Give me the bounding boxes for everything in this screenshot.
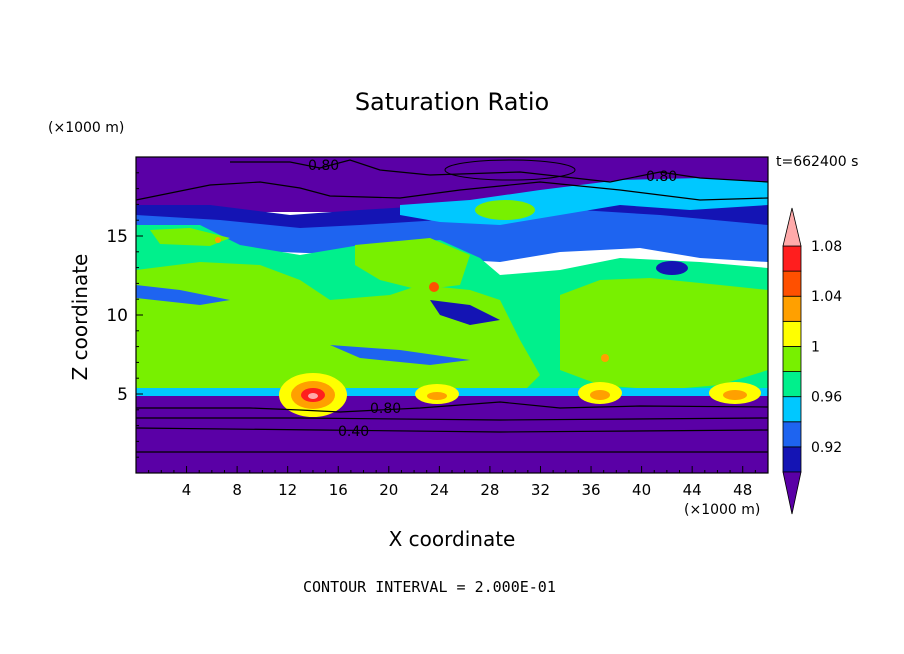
- green-patch-right: [560, 278, 768, 390]
- colorbar-tick-label: 0.96: [811, 390, 842, 406]
- x-tick-label: 4: [182, 481, 192, 499]
- contour-line-040: [135, 427, 769, 433]
- x-tick-label: 24: [430, 481, 449, 499]
- warm-dome-36: [578, 382, 622, 404]
- contour-line-080-upper: [135, 181, 769, 201]
- x-tick-label: 28: [480, 481, 499, 499]
- colorbar-swatch: [782, 396, 802, 423]
- hotspot-upper: [429, 282, 439, 292]
- y-unit-label: (×1000 m): [48, 120, 125, 136]
- x-tick-label: 8: [232, 481, 242, 499]
- y-tick-label: 15: [106, 227, 128, 247]
- x-axis-label: X coordinate: [388, 527, 516, 551]
- contour-label-1: 0.80: [308, 158, 339, 174]
- colorbar-min-arrow: [782, 471, 802, 515]
- colorbar-swatch: [782, 421, 802, 448]
- blue-streak-center: [430, 300, 500, 325]
- warm-dome-23: [415, 384, 459, 404]
- warm-dome-12: [279, 373, 347, 417]
- x-tick-label: 12: [278, 481, 297, 499]
- contour-line-080-lower: [136, 401, 769, 413]
- colorbar-swatch: [782, 371, 802, 398]
- contour-label-3: 0.80: [370, 401, 401, 417]
- x-tick-label: 20: [379, 481, 398, 499]
- contour-label-2: 0.80: [646, 169, 677, 185]
- blue-streak-left: [136, 285, 230, 305]
- y-axis-label: Z coordinate: [68, 253, 92, 381]
- x-tick-label: 36: [581, 481, 600, 499]
- contour-interval-note: CONTOUR INTERVAL = 2.000E-01: [303, 578, 556, 596]
- hotspot-left: [215, 237, 221, 243]
- green-patch-center-top: [355, 238, 470, 290]
- colorbar-tick-label: 0.92: [811, 440, 842, 456]
- tropopause-light-band: [136, 210, 768, 262]
- upper-green-patch: [475, 200, 535, 220]
- contour-line-060: [136, 417, 769, 421]
- blue-streak-mid: [330, 345, 470, 365]
- contour-line-080-top: [230, 159, 769, 183]
- colorbar: 0.92 0.96 1 1.04 1.08: [782, 207, 842, 515]
- colorbar-swatch: [782, 245, 802, 272]
- colorbar-swatch: [782, 320, 802, 347]
- x-tick-label: 40: [632, 481, 651, 499]
- colorbar-swatch: [782, 295, 802, 322]
- hotspot-right: [601, 354, 609, 362]
- colorbar-swatch: [782, 270, 802, 297]
- colorbar-tick-label: 1: [811, 339, 820, 355]
- x-tick-label: 16: [329, 481, 348, 499]
- colorbar-tick-label: 1.04: [811, 289, 842, 305]
- y-tick-label: 10: [106, 306, 128, 326]
- colorbar-swatch: [782, 446, 802, 473]
- plot-area: 0.80 0.80 0.80 0.40: [135, 157, 769, 473]
- green-patch-upper-left: [150, 228, 230, 246]
- x-tick-label: 44: [683, 481, 702, 499]
- colorbar-swatch: [782, 346, 802, 372]
- x-tick-label: 32: [531, 481, 550, 499]
- warm-dome-46: [709, 382, 761, 404]
- y-tick-label: 5: [117, 385, 128, 405]
- chart-title: Saturation Ratio: [354, 88, 550, 116]
- upper-contour-ellipse: [444, 159, 576, 181]
- colorbar-max-arrow: [782, 207, 802, 247]
- blue-blob-right: [656, 261, 688, 275]
- contour-label-4: 0.40: [338, 424, 369, 440]
- x-unit-label: (×1000 m): [684, 502, 761, 518]
- x-tick-label: 48: [733, 481, 752, 499]
- colorbar-tick-label: 1.08: [811, 239, 842, 255]
- time-label: t=662400 s: [776, 154, 859, 170]
